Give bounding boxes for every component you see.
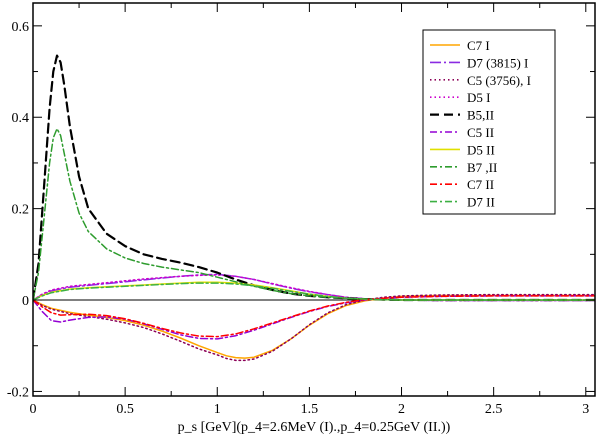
legend-item-d5-ii: D5 II bbox=[430, 142, 495, 157]
legend-label: B7 ,II bbox=[467, 160, 497, 175]
series-line-c7-ii bbox=[33, 295, 595, 338]
x-axis-label: p_s [GeV](p_4=2.6MeV (I).,p_4=0.25GeV (I… bbox=[178, 420, 451, 435]
legend-item-b7-ii: B7 ,II bbox=[430, 160, 497, 175]
legend-label: D5 II bbox=[467, 142, 495, 157]
series-layer bbox=[33, 54, 595, 362]
legend-label: C7 II bbox=[467, 177, 494, 192]
x-tick-label: 0.5 bbox=[116, 402, 134, 417]
legend-item-c5-ii: C5 II bbox=[430, 125, 494, 140]
axis-ticks bbox=[32, 3, 595, 396]
legend-item-d7-3815-i: D7 (3815) I bbox=[430, 55, 528, 70]
legend-item-c7-ii: C7 II bbox=[430, 177, 494, 192]
legend-item-c7-i: C7 I bbox=[430, 38, 490, 53]
legend-box bbox=[422, 29, 556, 215]
x-tick-labels: 0 0.5 1 1.5 2 2.5 3 bbox=[30, 402, 590, 417]
x-tick-label: 2 bbox=[398, 402, 405, 417]
x-tick-label: 2.5 bbox=[485, 402, 503, 417]
series-line-c5-3756-i bbox=[33, 293, 595, 362]
y-tick-label: 0.2 bbox=[12, 203, 30, 218]
legend-item-c5-3756-i: C5 (3756), I bbox=[430, 73, 531, 88]
legend-label: B5,II bbox=[467, 108, 494, 123]
x-tick-label: 0 bbox=[30, 402, 37, 417]
series-line-d7-ii bbox=[33, 282, 595, 301]
x-tick-label: 1.5 bbox=[301, 402, 319, 417]
legend-label: D7 (3815) I bbox=[467, 55, 528, 70]
series-line-c5-ii bbox=[33, 295, 595, 340]
x-tick-label: 1 bbox=[214, 402, 221, 417]
legend-label: C5 II bbox=[467, 125, 494, 140]
legend-label: D7 II bbox=[467, 195, 495, 210]
y-tick-label: 0 bbox=[22, 294, 29, 309]
y-tick-label: 0.4 bbox=[12, 111, 30, 126]
legend-item-d5-i: D5 I bbox=[430, 90, 490, 105]
legend: C7 I D7 (3815) I C5 (3756), I D5 I B5,II C5 I… bbox=[422, 29, 556, 215]
y-tick-label: 0.6 bbox=[12, 20, 30, 35]
legend-label: D5 I bbox=[467, 90, 490, 105]
y-tick-labels: -0.2 0 0.2 0.4 0.6 bbox=[7, 20, 29, 401]
legend-item-d7-ii: D7 II bbox=[430, 195, 495, 210]
y-tick-label: -0.2 bbox=[7, 385, 29, 400]
x-tick-label: 3 bbox=[582, 402, 589, 417]
legend-label: C5 (3756), I bbox=[467, 73, 531, 88]
legend-item-b5-ii: B5,II bbox=[430, 108, 494, 123]
legend-label: C7 I bbox=[467, 38, 490, 53]
plot-frame bbox=[32, 2, 596, 397]
